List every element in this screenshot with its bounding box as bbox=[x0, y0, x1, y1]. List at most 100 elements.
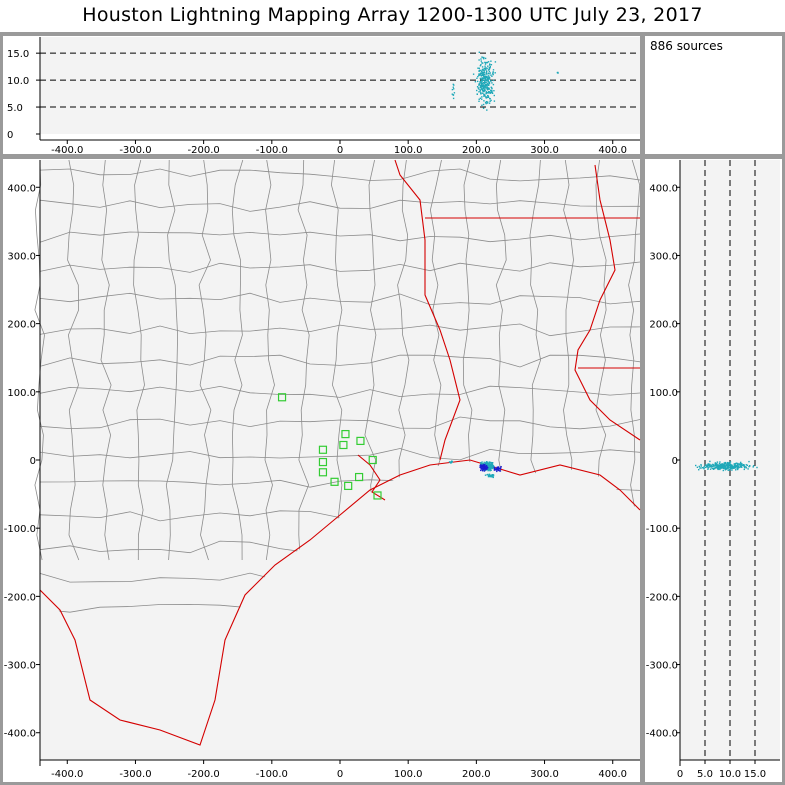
source-point bbox=[728, 462, 730, 465]
source-point bbox=[480, 81, 482, 83]
source-point bbox=[482, 464, 484, 467]
source-point bbox=[481, 468, 484, 470]
ns-y-tick-label: 300.0 bbox=[649, 251, 678, 262]
source-point bbox=[493, 100, 496, 102]
source-point bbox=[482, 56, 484, 59]
source-point bbox=[487, 467, 490, 469]
county-line bbox=[39, 448, 641, 461]
ns-x-tick-label: 5.0 bbox=[697, 769, 713, 780]
source-point bbox=[700, 467, 702, 469]
source-point bbox=[490, 475, 493, 477]
source-point bbox=[724, 463, 727, 465]
source-point bbox=[478, 67, 480, 69]
source-point bbox=[487, 78, 490, 80]
source-point bbox=[733, 467, 735, 469]
source-point bbox=[736, 462, 738, 465]
source-point bbox=[484, 61, 486, 64]
source-point bbox=[725, 468, 728, 470]
source-point bbox=[481, 89, 484, 92]
station-marker bbox=[373, 491, 382, 500]
source-point bbox=[482, 92, 484, 94]
station-marker bbox=[356, 436, 365, 446]
source-point bbox=[484, 95, 486, 97]
source-point bbox=[484, 84, 487, 86]
source-point bbox=[707, 468, 709, 470]
source-point bbox=[730, 467, 732, 470]
source-point bbox=[481, 98, 483, 100]
source-point bbox=[480, 84, 482, 87]
source-point bbox=[486, 96, 489, 99]
source-point bbox=[480, 58, 482, 60]
source-point bbox=[478, 59, 480, 61]
source-point bbox=[709, 465, 712, 467]
source-point bbox=[482, 73, 485, 75]
texas-louisiana-border bbox=[394, 159, 461, 461]
source-point bbox=[486, 78, 488, 81]
source-point bbox=[715, 463, 718, 465]
source-point bbox=[731, 467, 733, 470]
source-point bbox=[730, 465, 732, 467]
source-point bbox=[486, 79, 488, 82]
source-point bbox=[739, 464, 741, 466]
source-point bbox=[756, 466, 758, 469]
station-marker bbox=[354, 472, 364, 482]
plan-x-tick-label: -100.0 bbox=[256, 769, 288, 780]
source-point bbox=[738, 466, 740, 469]
source-point bbox=[488, 82, 491, 85]
source-point bbox=[493, 468, 496, 470]
ew-x-tick-label: 300.0 bbox=[530, 145, 559, 156]
source-point bbox=[487, 61, 490, 63]
source-point bbox=[479, 65, 482, 67]
source-point bbox=[484, 87, 486, 89]
source-point bbox=[489, 100, 491, 102]
source-point bbox=[734, 463, 736, 465]
county-line bbox=[297, 159, 310, 561]
ew-altitude-panel bbox=[40, 37, 640, 134]
source-point bbox=[478, 70, 480, 72]
source-point bbox=[491, 463, 494, 465]
source-point bbox=[450, 461, 452, 463]
source-point bbox=[483, 79, 485, 81]
source-point bbox=[476, 77, 478, 79]
source-point bbox=[706, 465, 708, 467]
source-point bbox=[485, 462, 487, 464]
source-point bbox=[710, 464, 713, 466]
source-point bbox=[481, 79, 483, 81]
source-point bbox=[486, 67, 488, 69]
source-point bbox=[483, 95, 485, 97]
county-line bbox=[231, 159, 244, 561]
source-point bbox=[488, 78, 491, 80]
source-point bbox=[488, 464, 490, 466]
source-point bbox=[711, 465, 713, 467]
source-point bbox=[478, 88, 480, 90]
source-point bbox=[479, 97, 482, 99]
plan-y-tick-label: 300.0 bbox=[7, 251, 36, 262]
source-point bbox=[482, 62, 484, 64]
source-point bbox=[726, 465, 728, 467]
source-point bbox=[729, 461, 732, 463]
county-line bbox=[39, 168, 641, 182]
source-point bbox=[718, 465, 720, 467]
source-point bbox=[483, 89, 485, 92]
source-point bbox=[712, 467, 714, 469]
ew-y-tick-label: 5.0 bbox=[7, 103, 23, 114]
source-point bbox=[481, 62, 483, 64]
source-point bbox=[491, 464, 493, 466]
source-point bbox=[479, 73, 481, 75]
source-point bbox=[717, 468, 719, 470]
source-point bbox=[482, 463, 484, 465]
source-point bbox=[485, 87, 487, 89]
source-point bbox=[716, 464, 718, 466]
source-point bbox=[490, 475, 492, 477]
source-point bbox=[491, 82, 493, 84]
source-point bbox=[480, 88, 483, 90]
source-point bbox=[487, 82, 489, 85]
source-point bbox=[480, 82, 483, 84]
source-point bbox=[724, 466, 726, 469]
source-point bbox=[492, 73, 494, 76]
source-point bbox=[484, 67, 486, 69]
source-point bbox=[726, 466, 728, 469]
source-point bbox=[708, 464, 711, 467]
source-point bbox=[490, 99, 492, 102]
source-point bbox=[485, 72, 487, 74]
